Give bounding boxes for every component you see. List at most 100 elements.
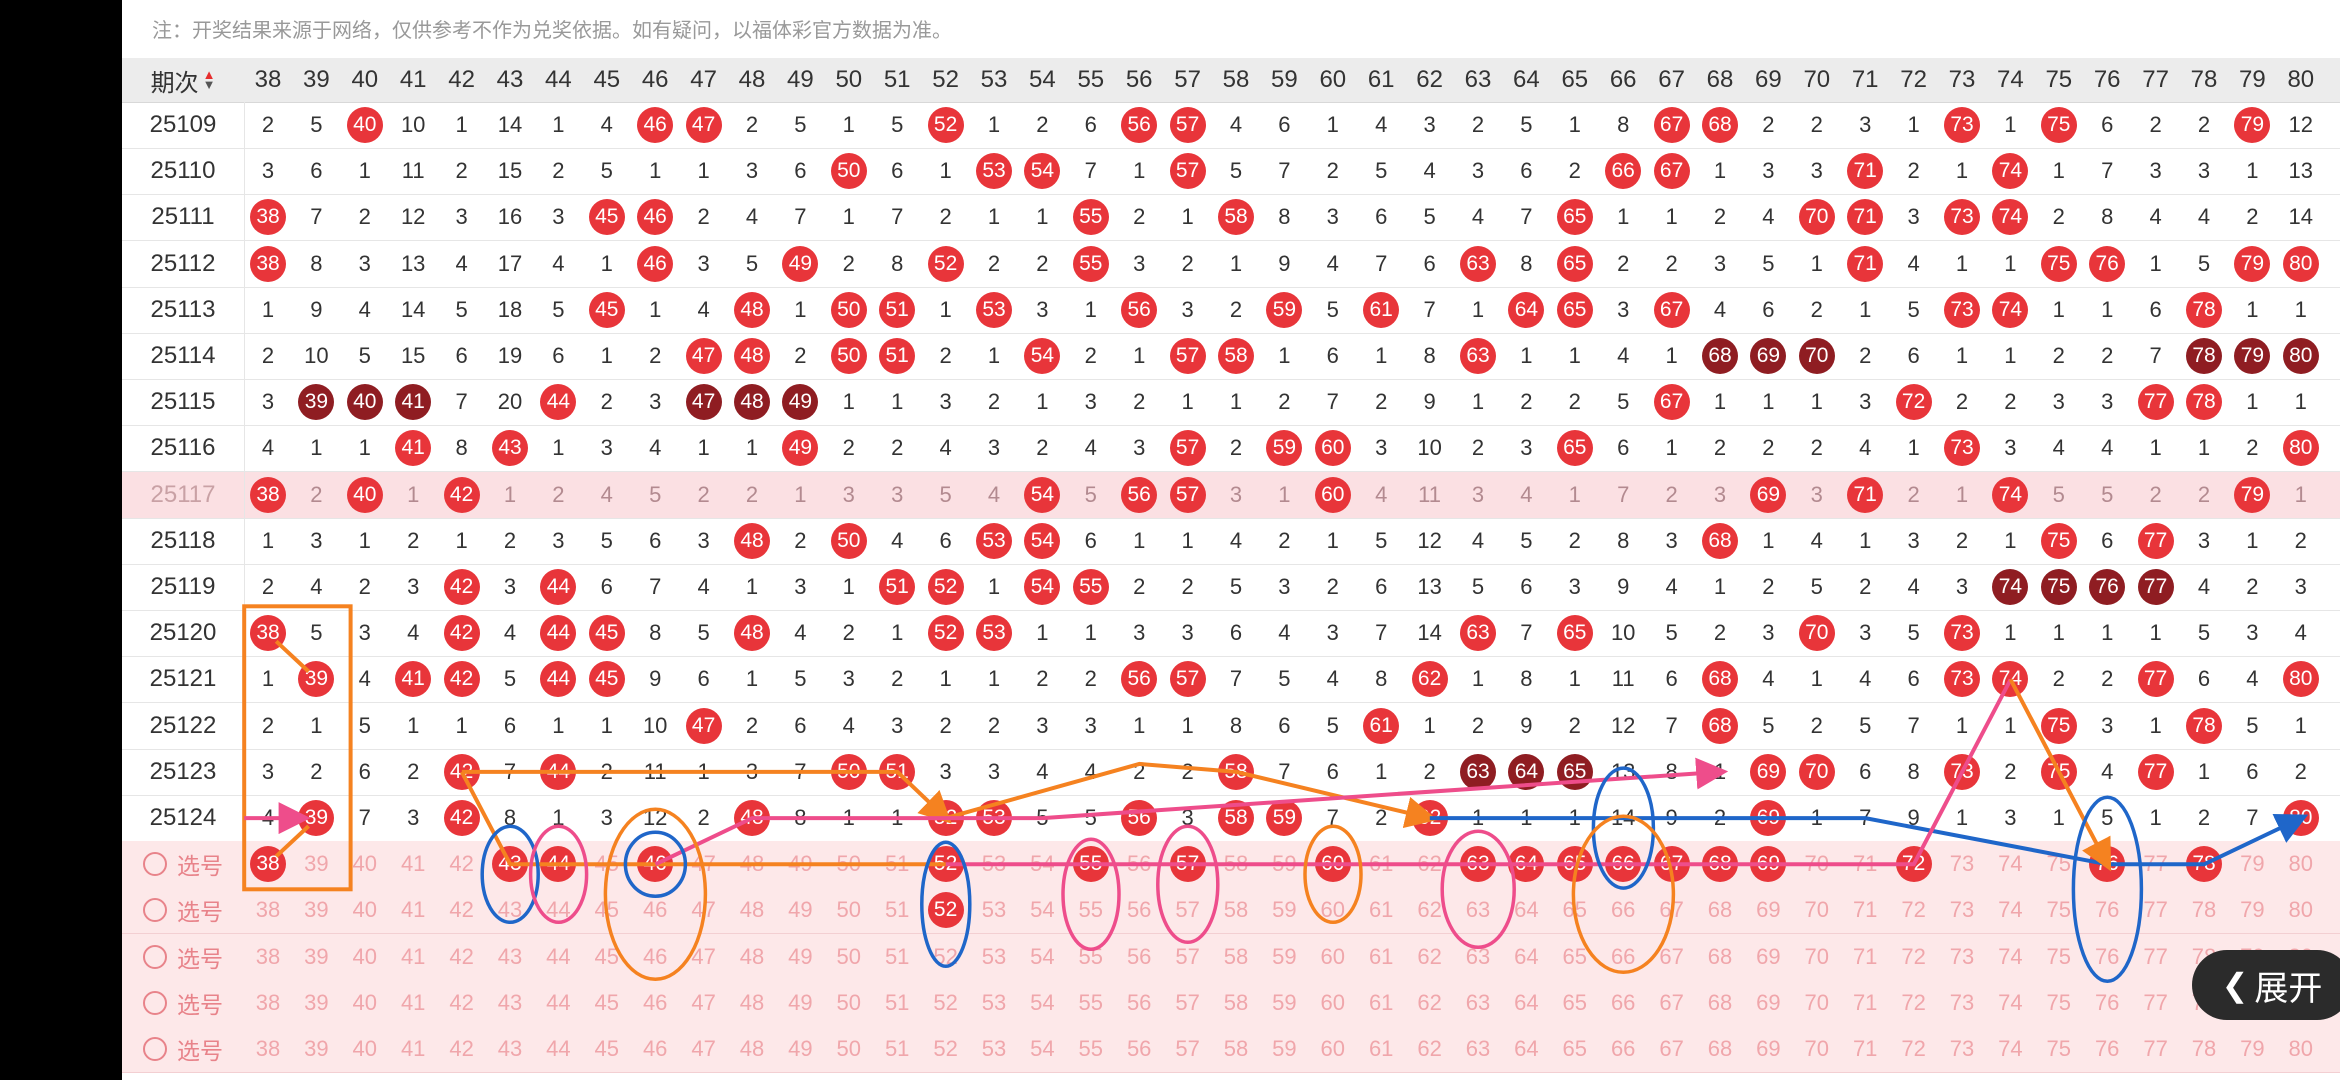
- pickable-number[interactable]: 67: [1659, 989, 1684, 1015]
- pickable-number[interactable]: 41: [400, 897, 426, 923]
- picked-cell[interactable]: 44: [534, 841, 582, 887]
- pickable-number[interactable]: 55: [1078, 1036, 1104, 1061]
- pickable-number[interactable]: 57: [1175, 989, 1200, 1015]
- pickable-number[interactable]: 40: [352, 989, 378, 1015]
- pickable-number[interactable]: 57: [1175, 1036, 1200, 1061]
- pickable-number[interactable]: 63: [1465, 897, 1491, 923]
- pickable-number[interactable]: 59: [1272, 1036, 1297, 1061]
- pickable-number[interactable]: 58: [1223, 897, 1249, 923]
- pickable-number[interactable]: 45: [594, 943, 620, 969]
- sort-up-down-icon[interactable]: ▲ ▼: [202, 67, 216, 92]
- select-row-label[interactable]: 选号: [122, 841, 244, 887]
- pickable-number[interactable]: 51: [884, 851, 910, 877]
- pickable-number[interactable]: 42: [449, 851, 474, 877]
- pickable-number[interactable]: 38: [255, 943, 281, 969]
- pickable-number[interactable]: 52: [933, 989, 958, 1015]
- pickable-number[interactable]: 44: [546, 943, 571, 969]
- pickable-number[interactable]: 64: [1514, 1036, 1539, 1061]
- pickable-number[interactable]: 43: [497, 943, 523, 969]
- pickable-number[interactable]: 51: [884, 989, 910, 1015]
- pickable-number[interactable]: 64: [1514, 943, 1539, 969]
- pickable-number[interactable]: 58: [1223, 989, 1249, 1015]
- picked-number-ball[interactable]: 65: [1556, 846, 1593, 883]
- pickable-number[interactable]: 50: [836, 851, 862, 877]
- pickable-number[interactable]: 41: [400, 989, 426, 1015]
- pickable-number[interactable]: 47: [691, 1036, 716, 1061]
- pickable-number[interactable]: 52: [933, 1036, 958, 1061]
- pickable-number[interactable]: 53: [981, 943, 1007, 969]
- pickable-number[interactable]: 49: [788, 851, 813, 877]
- pickable-number[interactable]: 42: [449, 989, 474, 1015]
- pickable-number[interactable]: 68: [1707, 1036, 1733, 1061]
- pickable-number[interactable]: 76: [2094, 943, 2120, 969]
- pickable-number[interactable]: 56: [1126, 943, 1152, 969]
- picked-cell[interactable]: 64: [1502, 841, 1550, 887]
- picked-number-ball[interactable]: 78: [2186, 846, 2222, 883]
- picked-cell[interactable]: 57: [1164, 841, 1212, 887]
- radio-circle-icon[interactable]: [143, 944, 167, 969]
- picked-number-ball[interactable]: 67: [1653, 846, 1690, 883]
- picked-number-ball[interactable]: 72: [1895, 846, 1932, 883]
- pickable-number[interactable]: 73: [1949, 989, 1975, 1015]
- pickable-number[interactable]: 47: [691, 851, 716, 877]
- picked-number-ball[interactable]: 55: [1072, 846, 1109, 883]
- pickable-number[interactable]: 59: [1272, 943, 1297, 969]
- pickable-number[interactable]: 47: [691, 989, 716, 1015]
- pickable-number[interactable]: 60: [1320, 1036, 1346, 1061]
- pickable-number[interactable]: 41: [400, 943, 426, 969]
- picked-cell[interactable]: 55: [1067, 841, 1115, 887]
- pickable-number[interactable]: 48: [739, 851, 765, 877]
- pickable-number[interactable]: 79: [2240, 1036, 2265, 1061]
- pickable-number[interactable]: 55: [1078, 989, 1104, 1015]
- picked-number-ball[interactable]: 57: [1169, 846, 1206, 883]
- pickable-number[interactable]: 71: [1852, 1036, 1878, 1061]
- pickable-number[interactable]: 57: [1175, 943, 1200, 969]
- picked-cell[interactable]: 66: [1599, 841, 1647, 887]
- pickable-number[interactable]: 69: [1756, 989, 1781, 1015]
- pickable-number[interactable]: 66: [1610, 943, 1636, 969]
- pickable-number[interactable]: 74: [1998, 851, 2023, 877]
- picked-cell[interactable]: 52: [922, 887, 970, 933]
- pickable-number[interactable]: 47: [691, 897, 716, 923]
- pickable-number[interactable]: 55: [1078, 897, 1104, 923]
- pickable-number[interactable]: 71: [1852, 989, 1878, 1015]
- pickable-number[interactable]: 63: [1465, 1036, 1491, 1061]
- picked-number-ball[interactable]: 46: [637, 846, 674, 883]
- pickable-number[interactable]: 59: [1272, 851, 1297, 877]
- pickable-number[interactable]: 58: [1223, 943, 1249, 969]
- pickable-number[interactable]: 55: [1078, 943, 1104, 969]
- pickable-number[interactable]: 74: [1998, 897, 2023, 923]
- pickable-number[interactable]: 77: [2143, 1036, 2168, 1061]
- pickable-number[interactable]: 48: [739, 943, 765, 969]
- pickable-number[interactable]: 73: [1949, 943, 1975, 969]
- pickable-number[interactable]: 51: [884, 1036, 910, 1061]
- pickable-number[interactable]: 53: [981, 897, 1007, 923]
- pickable-number[interactable]: 49: [788, 1036, 813, 1061]
- pickable-number[interactable]: 62: [1417, 897, 1442, 923]
- pickable-number[interactable]: 77: [2143, 989, 2168, 1015]
- pickable-number[interactable]: 79: [2240, 851, 2265, 877]
- pickable-number[interactable]: 68: [1707, 989, 1733, 1015]
- pickable-number[interactable]: 57: [1175, 897, 1200, 923]
- pickable-number[interactable]: 38: [255, 897, 281, 923]
- pickable-number[interactable]: 47: [691, 943, 716, 969]
- pickable-number[interactable]: 43: [497, 897, 523, 923]
- pickable-number[interactable]: 61: [1368, 943, 1394, 969]
- pickable-number[interactable]: 53: [981, 989, 1007, 1015]
- pickable-number[interactable]: 39: [304, 943, 329, 969]
- pickable-number[interactable]: 68: [1707, 943, 1733, 969]
- pickable-number[interactable]: 74: [1998, 989, 2023, 1015]
- pickable-number[interactable]: 77: [2143, 851, 2168, 877]
- pickable-number[interactable]: 42: [449, 1036, 474, 1061]
- pickable-number[interactable]: 56: [1126, 897, 1152, 923]
- pickable-number[interactable]: 45: [594, 1036, 620, 1061]
- pickable-number[interactable]: 80: [2288, 897, 2314, 923]
- pickable-number[interactable]: 54: [1030, 1036, 1055, 1061]
- select-row-label[interactable]: 选号: [122, 887, 244, 933]
- pickable-number[interactable]: 56: [1126, 989, 1152, 1015]
- pickable-number[interactable]: 59: [1272, 897, 1297, 923]
- pickable-number[interactable]: 56: [1126, 1036, 1152, 1061]
- pickable-number[interactable]: 70: [1804, 897, 1830, 923]
- pickable-number[interactable]: 46: [642, 1036, 668, 1061]
- pickable-number[interactable]: 69: [1756, 897, 1781, 923]
